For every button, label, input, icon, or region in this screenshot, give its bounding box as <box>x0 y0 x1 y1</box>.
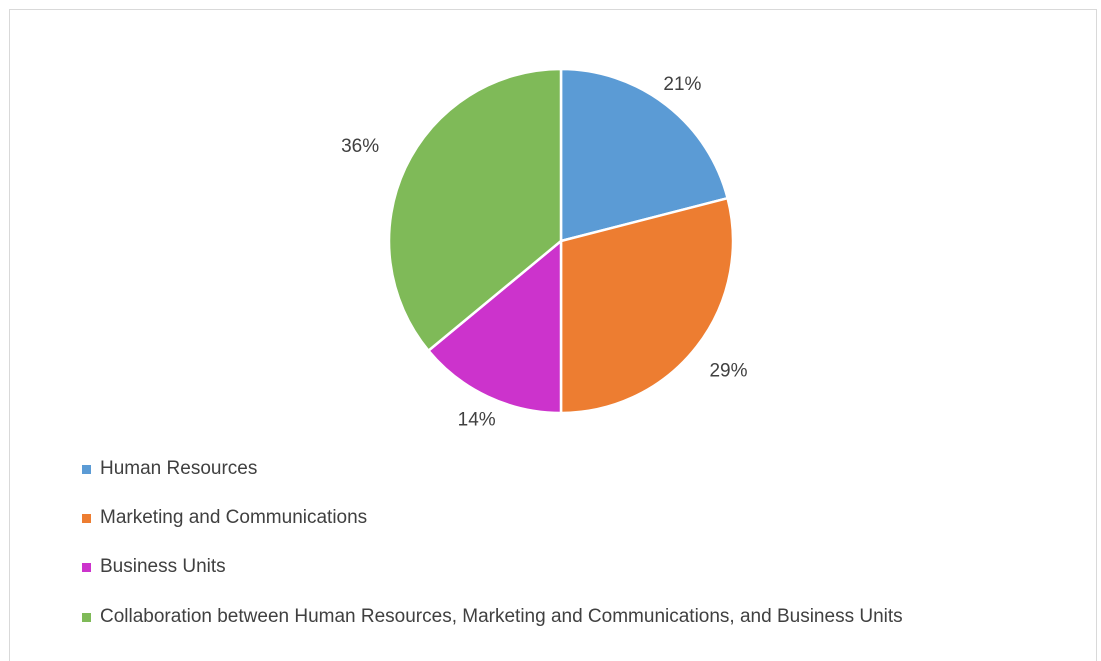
legend-label: Collaboration between Human Resources, M… <box>100 606 903 627</box>
legend-swatch <box>82 562 91 572</box>
legend-item-business-units: Business Units <box>82 552 226 582</box>
legend-item-collaboration-between-human-resources-ma: Collaboration between Human Resources, M… <box>82 602 903 632</box>
legend-swatch <box>82 464 91 474</box>
legend-label: Human Resources <box>100 458 258 479</box>
data-label-marketing-and-communications: 29% <box>709 360 747 381</box>
legend-item-marketing-and-communications: Marketing and Communications <box>82 503 367 533</box>
pie-slice-marketing-and-communications <box>559 196 735 415</box>
legend-label: Marketing and Communications <box>100 507 368 528</box>
pie-slice-business-units <box>427 239 563 415</box>
data-label-human-resources: 21% <box>663 74 701 95</box>
pie-slice-human-resources <box>559 67 729 243</box>
pie-slice-collaboration-between-human-resources-ma <box>387 67 563 352</box>
legend-swatch <box>82 513 91 523</box>
legend-label: Business Units <box>100 556 226 577</box>
data-label-business-units: 14% <box>458 410 496 431</box>
legend-swatch <box>82 612 91 622</box>
data-label-collaboration-between-human-resources-ma: 36% <box>341 136 379 157</box>
legend-item-human-resources: Human Resources <box>82 454 257 484</box>
